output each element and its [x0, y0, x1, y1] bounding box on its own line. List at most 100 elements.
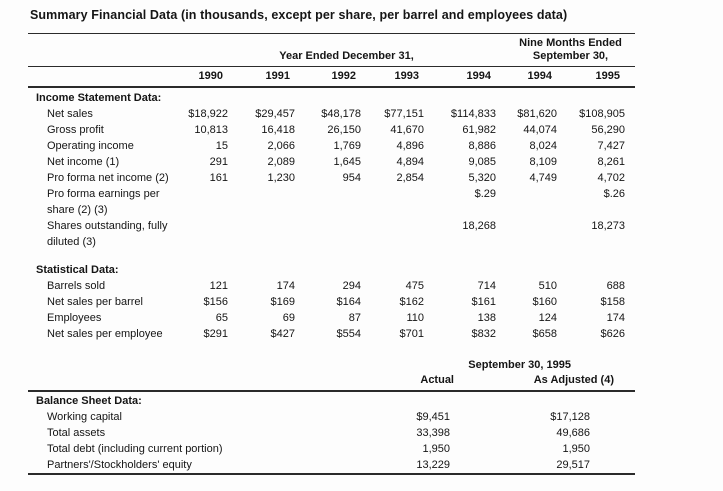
cell-value: $77,151 [384, 108, 424, 120]
cell-value: 110 [406, 312, 424, 324]
cell-value: $658 [532, 328, 557, 340]
cell-value [238, 218, 305, 250]
empty-cell [28, 358, 318, 373]
cell-value: 8,109 [529, 156, 557, 168]
cell-value: $161 [471, 296, 496, 308]
nine-months-header: Nine Months Ended September 30, [506, 33, 636, 67]
table-row: Total assets 33,398 49,686 [28, 425, 635, 441]
cell-value: 87 [348, 312, 361, 324]
nine-months-line2: September 30, [532, 50, 609, 62]
cell-value: 291 [209, 156, 228, 168]
year-col-header: 1994 [506, 66, 567, 88]
cell-value: 56,290 [591, 124, 626, 136]
cell-value: 13,229 [416, 459, 450, 471]
cell-value: 4,894 [396, 156, 424, 168]
cell-value: 44,074 [523, 124, 557, 136]
cell-value [371, 186, 434, 218]
cell-value: $160 [532, 296, 557, 308]
cell-value: 61,982 [462, 124, 496, 136]
year-ended-header: Year Ended December 31, [173, 33, 506, 67]
year-col-header: 1994 [434, 66, 506, 88]
cell-value: 138 [477, 312, 496, 324]
cell-value: $291 [203, 328, 228, 340]
year-col-header: 1991 [238, 66, 305, 88]
table-row: Total debt (including current portion) 1… [28, 441, 635, 457]
year-col-header: 1995 [567, 66, 636, 88]
table-row: Net sales per employee $291 $427 $554 $7… [28, 326, 635, 342]
table-row: Pro forma net income (2) 161 1,230 954 2… [28, 170, 635, 186]
row-label: Net sales per barrel [47, 296, 143, 308]
cell-value: $114,833 [450, 108, 496, 120]
cell-value: 954 [342, 172, 361, 184]
cell-value: $17,128 [550, 411, 590, 423]
cell-value: 7,427 [597, 140, 626, 152]
cell-value: $701 [399, 328, 424, 340]
cell-value: 18,273 [591, 220, 626, 232]
cell-value: $81,620 [517, 108, 557, 120]
empty-cell [28, 373, 318, 392]
table-row: Actual As Adjusted (4) [28, 373, 635, 392]
cell-value: 510 [538, 280, 557, 292]
table-row: Gross profit 10,813 16,418 26,150 41,670… [28, 122, 635, 138]
cell-value: 8,261 [597, 156, 626, 168]
table-row: Employees 65 69 87 110 138 124 174 [28, 310, 635, 326]
cell-value: 2,066 [267, 140, 295, 152]
nine-months-line1: Nine Months Ended [519, 37, 622, 49]
cell-value: 475 [405, 280, 424, 292]
section-heading: Statistical Data: [36, 264, 119, 276]
table-row: 1990 1991 1992 1993 1994 1994 1995 [28, 66, 636, 88]
cell-value: 174 [606, 312, 626, 324]
cell-value: $832 [471, 328, 496, 340]
table-row: September 30, 1995 [28, 358, 635, 373]
table-row: Partners'/Stockholders' equity 13,229 29… [28, 457, 635, 474]
empty-cell [620, 457, 635, 474]
cell-value: 18,268 [462, 220, 496, 232]
cell-value [305, 186, 371, 218]
table-row: Net sales $18,922 $29,457 $48,178 $77,15… [28, 106, 635, 122]
cell-value: $48,178 [321, 108, 361, 120]
period-header: September 30, 1995 [468, 359, 571, 371]
year-col-header: 1992 [305, 66, 371, 88]
table-row: Statistical Data: [28, 260, 635, 278]
cell-value [506, 218, 567, 250]
cell-value: 1,950 [422, 443, 450, 455]
cell-value: 1,645 [333, 156, 361, 168]
cell-value: 9,085 [468, 156, 496, 168]
cell-value: $169 [270, 296, 295, 308]
cell-value: $.29 [474, 188, 496, 200]
table-row: Year Ended December 31, Nine Months Ende… [28, 33, 636, 67]
row-label: Operating income [47, 140, 134, 152]
empty-cell [620, 373, 635, 392]
cell-value: 26,150 [327, 124, 361, 136]
table-row: Working capital $9,451 $17,128 [28, 409, 635, 425]
cell-value: $427 [270, 328, 295, 340]
cell-value: 41,670 [390, 124, 424, 136]
cell-value: $164 [336, 296, 361, 308]
row-label: Total assets [47, 427, 106, 439]
cell-value: 1,950 [562, 443, 590, 455]
cell-value [305, 218, 371, 250]
cell-value: 65 [215, 312, 228, 324]
summary-financial-table: Year Ended December 31, Nine Months Ende… [28, 33, 636, 342]
empty-cell [28, 66, 173, 88]
cell-value: $158 [600, 296, 626, 308]
cell-value: $554 [336, 328, 361, 340]
cell-value: $108,905 [579, 108, 626, 120]
table-row: Net sales per barrel $156 $169 $164 $162… [28, 294, 635, 310]
cell-value [173, 218, 238, 250]
cell-value: 2,089 [267, 156, 295, 168]
cell-value: $.26 [603, 188, 626, 200]
cell-value: $156 [203, 296, 228, 308]
section-heading: Balance Sheet Data: [36, 395, 142, 407]
cell-value: $18,922 [188, 108, 228, 120]
cell-value: 16,418 [261, 124, 295, 136]
table-row: Pro forma earnings per share (2) (3) $.2… [28, 186, 635, 218]
table-row: Operating income 15 2,066 1,769 4,896 8,… [28, 138, 635, 154]
empty-cell [620, 409, 635, 425]
cell-value: 161 [209, 172, 228, 184]
cell-value: 33,398 [416, 427, 450, 439]
table-row: Net income (1) 291 2,089 1,645 4,894 9,0… [28, 154, 635, 170]
cell-value: 15 [215, 140, 228, 152]
cell-value: 8,024 [529, 140, 557, 152]
table-row: Income Statement Data: [28, 87, 635, 106]
